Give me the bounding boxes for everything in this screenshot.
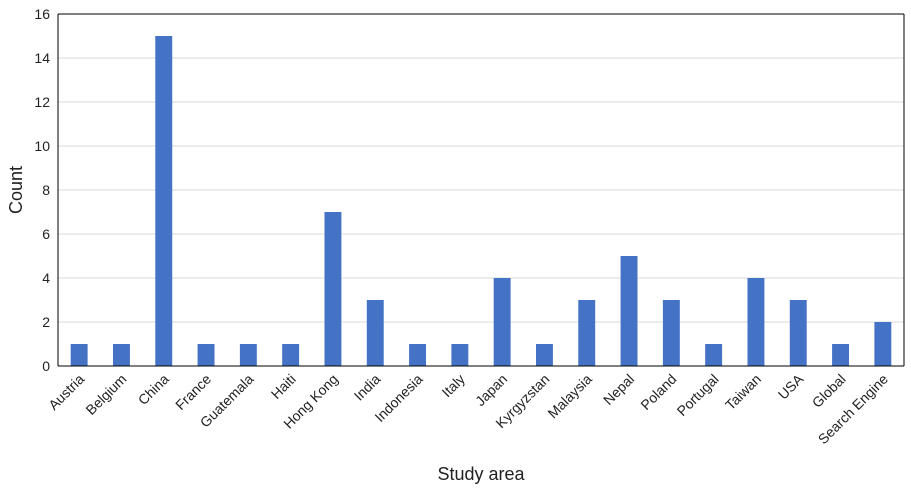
y-tick-label: 12 bbox=[34, 94, 50, 110]
x-tick-label: India bbox=[351, 371, 384, 404]
x-axis-title: Study area bbox=[437, 464, 525, 484]
bar-hong-kong bbox=[324, 212, 342, 366]
x-tick-label: Japan bbox=[472, 371, 510, 409]
x-tick-label: Italy bbox=[438, 371, 467, 400]
y-tick-label: 10 bbox=[34, 138, 50, 154]
x-tick-label: USA bbox=[775, 370, 807, 402]
bar-kyrgyzstan bbox=[535, 344, 553, 366]
y-tick-labels: 0 2 4 6 8 10 12 14 16 bbox=[34, 6, 50, 374]
y-tick-label: 2 bbox=[42, 314, 50, 330]
y-tick-label: 8 bbox=[42, 182, 50, 198]
x-tick-label: France bbox=[172, 371, 214, 413]
bar-portugal bbox=[705, 344, 723, 366]
y-axis-title: Count bbox=[6, 166, 26, 214]
x-tick-label: Global bbox=[809, 371, 849, 411]
bar-belgium bbox=[112, 344, 130, 366]
y-tick-label: 0 bbox=[42, 358, 50, 374]
x-tick-label: Belgium bbox=[82, 371, 129, 418]
bar-china bbox=[155, 36, 173, 366]
x-tick-label: Malaysia bbox=[544, 371, 595, 422]
bar-poland bbox=[662, 300, 680, 366]
bar-india bbox=[366, 300, 384, 366]
bar-japan bbox=[493, 278, 511, 366]
bar-usa bbox=[789, 300, 807, 366]
x-tick-label: Portugal bbox=[674, 371, 722, 419]
bar-taiwan bbox=[747, 278, 765, 366]
y-tick-label: 16 bbox=[34, 6, 50, 22]
y-tick-label: 14 bbox=[34, 50, 50, 66]
bar-austria bbox=[70, 344, 88, 366]
bar-guatemala bbox=[239, 344, 257, 366]
bar-global bbox=[832, 344, 850, 366]
bar-indonesia bbox=[409, 344, 427, 366]
y-tick-label: 4 bbox=[42, 270, 50, 286]
x-tick-label: Poland bbox=[637, 371, 679, 413]
gridlines bbox=[58, 13, 904, 323]
x-tick-label: Nepal bbox=[600, 371, 637, 408]
bar-search-engine bbox=[874, 322, 892, 366]
y-tick-label: 6 bbox=[42, 226, 50, 242]
bar-malaysia bbox=[578, 300, 596, 366]
bar-haiti bbox=[282, 344, 300, 366]
bar-italy bbox=[451, 344, 469, 366]
bars bbox=[70, 36, 892, 366]
bar-nepal bbox=[620, 256, 638, 366]
x-tick-label: Haiti bbox=[268, 371, 299, 402]
x-tick-label: Taiwan bbox=[722, 371, 764, 413]
bar-france bbox=[197, 344, 215, 366]
x-tick-label: China bbox=[135, 371, 172, 408]
x-tick-label: Austria bbox=[45, 371, 87, 413]
